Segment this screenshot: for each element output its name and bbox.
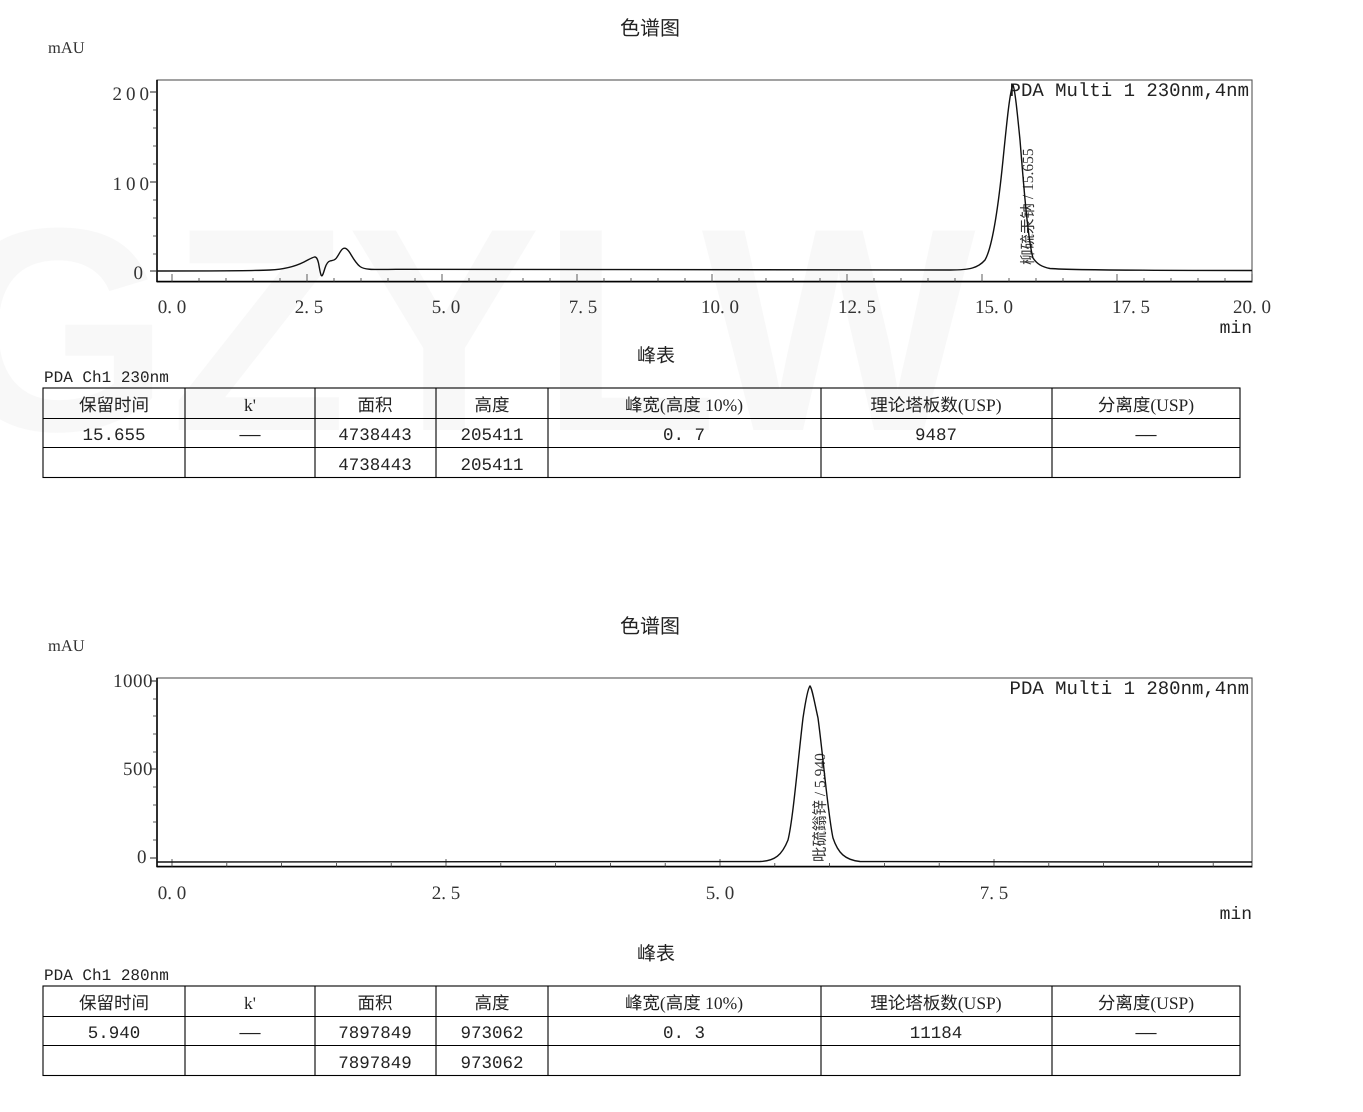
svg-text:2. 5: 2. 5 bbox=[295, 297, 324, 318]
svg-text:PDA Multi 1 230nm,4nm: PDA Multi 1 230nm,4nm bbox=[1010, 80, 1249, 102]
svg-text:4738443: 4738443 bbox=[338, 456, 412, 476]
svg-text:——: —— bbox=[1134, 1024, 1157, 1044]
svg-text:mAU: mAU bbox=[48, 38, 85, 57]
svg-text:7. 5: 7. 5 bbox=[569, 297, 598, 318]
svg-text:PDA Ch1 230nm: PDA Ch1 230nm bbox=[44, 369, 169, 387]
svg-text:min: min bbox=[1220, 905, 1252, 925]
svg-text:200: 200 bbox=[113, 84, 154, 105]
svg-text:PDA Multi 1 280nm,4nm: PDA Multi 1 280nm,4nm bbox=[1010, 678, 1249, 700]
svg-text:理论塔板数(USP): 理论塔板数(USP) bbox=[870, 993, 1001, 1013]
svg-text:0. 3: 0. 3 bbox=[663, 1024, 705, 1044]
svg-text:17. 5: 17. 5 bbox=[1112, 297, 1150, 318]
svg-text:500: 500 bbox=[123, 759, 153, 780]
svg-text:7897849: 7897849 bbox=[338, 1024, 412, 1044]
svg-text:0: 0 bbox=[137, 847, 147, 868]
svg-text:15. 0: 15. 0 bbox=[975, 297, 1013, 318]
svg-text:mAU: mAU bbox=[48, 636, 85, 655]
svg-text:4738443: 4738443 bbox=[338, 426, 412, 446]
svg-text:面积: 面积 bbox=[358, 993, 393, 1013]
svg-text:吡硫鎓锌 / 5.940: 吡硫鎓锌 / 5.940 bbox=[811, 753, 829, 862]
svg-text:高度: 高度 bbox=[475, 395, 510, 415]
svg-text:0. 0: 0. 0 bbox=[158, 883, 187, 904]
svg-text:理论塔板数(USP): 理论塔板数(USP) bbox=[870, 395, 1001, 415]
svg-text:205411: 205411 bbox=[460, 456, 523, 476]
svg-text:0. 7: 0. 7 bbox=[663, 426, 705, 446]
svg-text:——: —— bbox=[238, 1024, 261, 1044]
svg-text:峰表: 峰表 bbox=[637, 944, 675, 965]
svg-text:k': k' bbox=[244, 993, 256, 1013]
svg-text:5. 0: 5. 0 bbox=[432, 297, 461, 318]
svg-text:5. 0: 5. 0 bbox=[706, 883, 735, 904]
svg-text:保留时间: 保留时间 bbox=[79, 993, 149, 1013]
svg-text:保留时间: 保留时间 bbox=[79, 395, 149, 415]
svg-text:7. 5: 7. 5 bbox=[980, 883, 1009, 904]
svg-text:min: min bbox=[1220, 319, 1252, 339]
svg-text:5.940: 5.940 bbox=[88, 1024, 141, 1044]
svg-text:100: 100 bbox=[113, 174, 154, 195]
svg-text:205411: 205411 bbox=[460, 426, 523, 446]
svg-text:15.655: 15.655 bbox=[82, 426, 145, 446]
svg-text:峰宽(高度 10%): 峰宽(高度 10%) bbox=[625, 993, 743, 1013]
svg-text:0. 0: 0. 0 bbox=[158, 297, 187, 318]
svg-text:11184: 11184 bbox=[910, 1024, 963, 1044]
svg-text:峰宽(高度 10%): 峰宽(高度 10%) bbox=[625, 395, 743, 415]
svg-text:面积: 面积 bbox=[358, 395, 393, 415]
svg-text:——: —— bbox=[1134, 426, 1157, 446]
svg-text:峰表: 峰表 bbox=[637, 346, 675, 367]
svg-text:1000: 1000 bbox=[113, 671, 153, 692]
svg-text:12. 5: 12. 5 bbox=[838, 297, 876, 318]
svg-text:973062: 973062 bbox=[460, 1024, 523, 1044]
svg-text:色谱图: 色谱图 bbox=[620, 18, 680, 40]
svg-text:0: 0 bbox=[134, 263, 148, 284]
svg-text:——: —— bbox=[238, 426, 261, 446]
svg-text:9487: 9487 bbox=[915, 426, 957, 446]
svg-text:高度: 高度 bbox=[475, 993, 510, 1013]
svg-text:色谱图: 色谱图 bbox=[620, 616, 680, 638]
svg-text:PDA Ch1 280nm: PDA Ch1 280nm bbox=[44, 967, 169, 985]
svg-text:7897849: 7897849 bbox=[338, 1054, 412, 1074]
svg-text:分离度(USP): 分离度(USP) bbox=[1098, 993, 1194, 1013]
svg-text:k': k' bbox=[244, 395, 256, 415]
svg-text:分离度(USP): 分离度(USP) bbox=[1098, 395, 1194, 415]
svg-text:2. 5: 2. 5 bbox=[432, 883, 461, 904]
svg-text:20. 0: 20. 0 bbox=[1233, 297, 1271, 318]
svg-text:10. 0: 10. 0 bbox=[701, 297, 739, 318]
svg-text:973062: 973062 bbox=[460, 1054, 523, 1074]
